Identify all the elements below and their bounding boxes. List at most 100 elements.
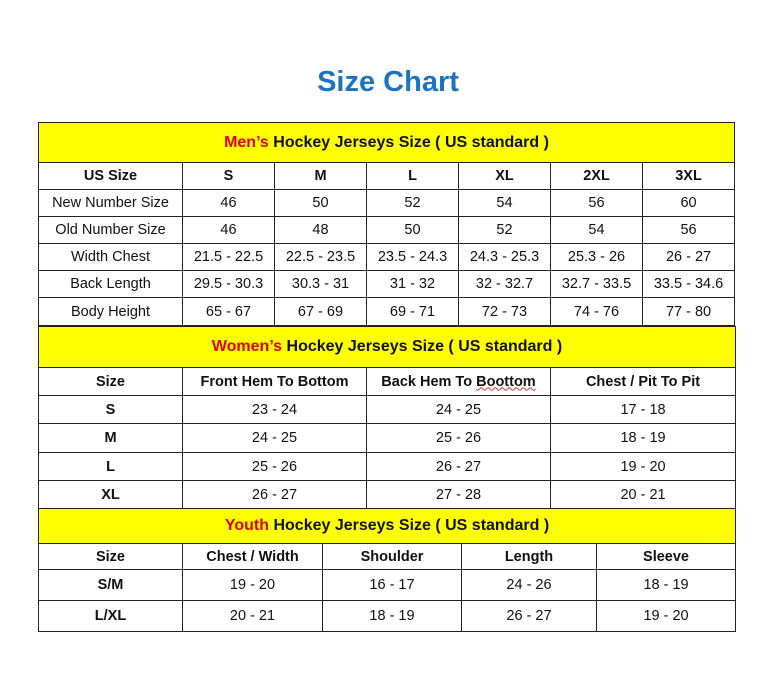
column-header: Sleeve [595, 543, 737, 570]
column-header-label: M [314, 168, 327, 184]
table-cell: 22.5 - 23.5 [274, 243, 367, 271]
table-cell: 56 [641, 216, 736, 244]
column-header: Chest / Pit To Pit [549, 367, 737, 396]
column-header: Front Hem To Bottom [182, 367, 367, 396]
column-header-label: L [408, 168, 417, 184]
table-cell: 25 - 26 [366, 423, 551, 453]
womens-size-table: Women’s Hockey Jerseys Size ( US standar… [37, 326, 737, 509]
mens-section-header: Men’s Hockey Jerseys Size ( US standard … [37, 122, 736, 163]
table-cell: 18 - 19 [322, 600, 462, 632]
table-cell: 25 - 26 [182, 452, 367, 481]
column-header-label: Size [95, 548, 125, 565]
table-cell: 56 [550, 189, 643, 217]
column-header-label: Back Hem To Boottom [381, 373, 536, 390]
column-header-label: Chest / Width [206, 548, 299, 565]
table-cell: 46 [182, 189, 275, 217]
table-cell: 29.5 - 30.3 [182, 270, 275, 298]
table-cell: 74 - 76 [550, 297, 643, 326]
row-label: XL [38, 480, 183, 509]
table-cell: 48 [274, 216, 367, 244]
column-header: L [366, 162, 459, 190]
column-header-row: US Size S M L XL 2XL 3XL [38, 162, 736, 190]
row-label: New Number Size [38, 189, 183, 217]
table-row: S/M 19 - 20 16 - 17 24 - 26 18 - 19 [38, 569, 737, 601]
table-cell: 65 - 67 [182, 297, 275, 326]
row-label: Back Length [38, 270, 183, 298]
mens-highlight: Men’s [224, 133, 269, 151]
column-header-label: S [223, 168, 234, 184]
row-label: L/XL [38, 600, 183, 632]
table-cell: 50 [366, 216, 459, 244]
column-header-label: Sleeve [643, 548, 689, 565]
table-cell: 20 - 21 [549, 480, 737, 509]
table-cell: 19 - 20 [549, 452, 737, 481]
youth-section-header: Youth Hockey Jerseys Size ( US standard … [37, 508, 737, 544]
table-cell: 18 - 19 [549, 423, 737, 453]
column-header: Size [38, 367, 183, 396]
table-cell: 17 - 18 [549, 395, 737, 424]
womens-title-rest: Hockey Jerseys Size ( US standard ) [282, 338, 563, 355]
table-cell: 21.5 - 22.5 [182, 243, 275, 271]
table-cell: 23.5 - 24.3 [366, 243, 459, 271]
row-label: M [38, 423, 183, 453]
table-row: Width Chest 21.5 - 22.5 22.5 - 23.5 23.5 - … [38, 243, 736, 271]
table-cell: 33.5 - 34.6 [641, 270, 736, 298]
table-cell: 24.3 - 25.3 [458, 243, 551, 271]
table-cell: 24 - 25 [182, 423, 367, 453]
column-header-label: Front Hem To Bottom [200, 373, 349, 390]
table-cell: 23 - 24 [182, 395, 367, 424]
table-row: S 23 - 24 24 - 25 17 - 18 [38, 395, 737, 424]
column-header-label: Chest / Pit To Pit [585, 373, 701, 390]
youth-size-table: Youth Hockey Jerseys Size ( US standard … [37, 508, 737, 632]
table-cell: 26 - 27 [182, 480, 367, 509]
column-header-row: Size Chest / Width Shoulder Length Sleeve [38, 543, 737, 570]
table-row: Back Length 29.5 - 30.3 30.3 - 31 31 - 32 32… [38, 270, 736, 298]
youth-title-rest: Hockey Jerseys Size ( US standard ) [269, 517, 550, 534]
column-header-label: 3XL [675, 168, 702, 184]
table-row: Body Height 65 - 67 67 - 69 69 - 71 72 - 73 7… [38, 297, 736, 326]
table-cell: 26 - 27 [461, 600, 597, 632]
row-label: S [38, 395, 183, 424]
table-cell: 27 - 28 [366, 480, 551, 509]
table-cell: 54 [550, 216, 643, 244]
table-cell: 30.3 - 31 [274, 270, 367, 298]
column-header: M [274, 162, 367, 190]
table-cell: 20 - 21 [182, 600, 323, 632]
row-label: L [38, 452, 183, 481]
row-label: Width Chest [38, 243, 183, 271]
table-cell: 25.3 - 26 [550, 243, 643, 271]
table-cell: 52 [458, 216, 551, 244]
column-header: Back Hem To Boottom [366, 367, 551, 396]
table-cell: 67 - 69 [274, 297, 367, 326]
mens-title-rest: Hockey Jerseys Size ( US standard ) [268, 133, 549, 151]
table-cell: 31 - 32 [366, 270, 459, 298]
column-header: US Size [38, 162, 183, 190]
column-header: Length [461, 543, 597, 570]
mens-size-table: Men’s Hockey Jerseys Size ( US standard … [37, 122, 736, 326]
table-cell: 60 [641, 189, 736, 217]
column-header-label: US Size [83, 168, 138, 184]
row-label: S/M [38, 569, 183, 601]
row-label: Old Number Size [38, 216, 183, 244]
table-cell: 19 - 20 [595, 600, 737, 632]
table-cell: 24 - 26 [461, 569, 597, 601]
column-header: XL [458, 162, 551, 190]
table-cell: 69 - 71 [366, 297, 459, 326]
page-title: Size Chart [317, 66, 459, 98]
column-header: Chest / Width [182, 543, 323, 570]
womens-section-header: Women’s Hockey Jerseys Size ( US standar… [37, 326, 737, 368]
column-header-label: Size [95, 373, 125, 390]
table-cell: 50 [274, 189, 367, 217]
table-cell: 26 - 27 [366, 452, 551, 481]
column-header-label: Shoulder [360, 548, 424, 565]
column-header: 3XL [641, 162, 736, 190]
table-cell: 19 - 20 [182, 569, 323, 601]
column-header: Shoulder [322, 543, 462, 570]
table-cell: 72 - 73 [458, 297, 551, 326]
table-cell: 24 - 25 [366, 395, 551, 424]
table-row: M 24 - 25 25 - 26 18 - 19 [38, 423, 737, 453]
table-row: XL 26 - 27 27 - 28 20 - 21 [38, 480, 737, 509]
table-cell: 54 [458, 189, 551, 217]
table-cell: 16 - 17 [322, 569, 462, 601]
table-row: Old Number Size 46 48 50 52 54 56 [38, 216, 736, 244]
